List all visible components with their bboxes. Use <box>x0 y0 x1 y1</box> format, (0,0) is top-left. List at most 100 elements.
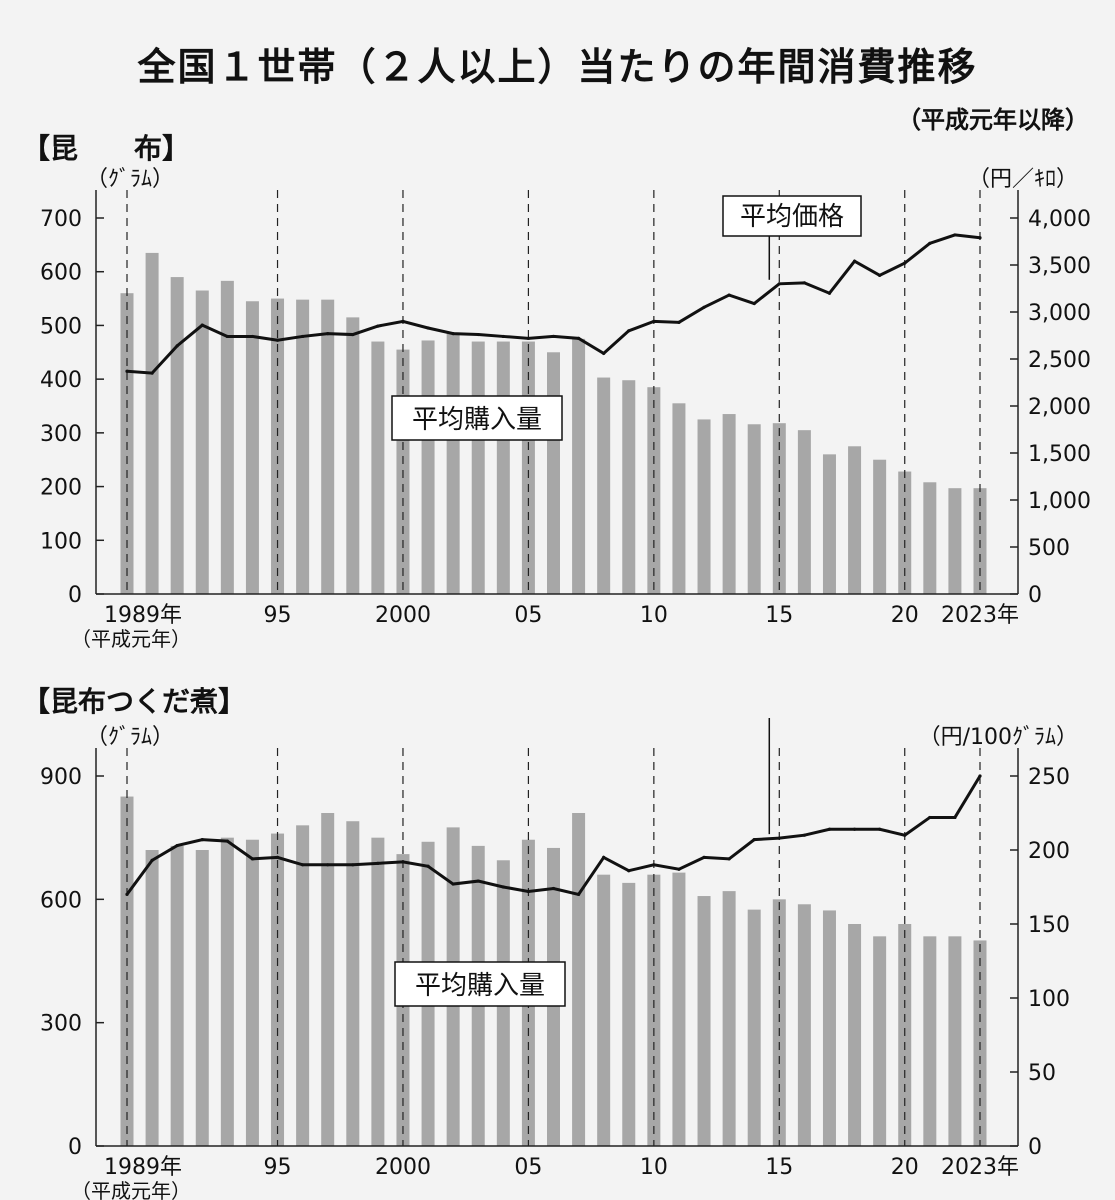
konbu-price-point <box>175 344 179 348</box>
konbu-volume-bar <box>822 454 836 594</box>
tsukudani-price-point <box>501 885 505 889</box>
tsukudani-price-point <box>928 815 932 820</box>
konbu-price-point <box>652 319 656 323</box>
konbu-price-label-box: 平均価格 <box>722 195 862 237</box>
konbu-x-tick-sublabel: （平成元年） <box>71 627 191 651</box>
konbu-price-point <box>953 233 957 237</box>
tsukudani-x-tick-label: 2023年 <box>941 1155 1019 1180</box>
konbu-volume-bar <box>797 430 811 594</box>
konbu-chart-heading: 【昆 布】 <box>22 132 191 165</box>
konbu-price-point <box>928 241 932 245</box>
konbu-x-tick-label: 15 <box>765 603 793 628</box>
konbu-right-tick-label: 4,000 <box>1028 207 1091 232</box>
tsukudani-price-point <box>953 815 957 820</box>
tsukudani-volume-bar <box>797 904 811 1146</box>
konbu-price-point <box>526 336 531 340</box>
konbu-left-tick-label: 400 <box>40 368 82 393</box>
konbu-price-point <box>752 301 756 306</box>
konbu-price-point <box>200 323 204 327</box>
konbu-price-label-frame <box>722 195 862 237</box>
tsukudani-right-unit: （円/100ｸﾞﾗﾑ） <box>919 725 1078 750</box>
konbu-chart: 0 100 200 300 400 500 600 700 0 500 1,000 1,500 2,00… <box>0 160 1115 660</box>
konbu-volume-bar <box>722 414 736 594</box>
tsukudani-price-point <box>827 827 832 831</box>
konbu-price-point <box>878 273 882 277</box>
konbu-volume-bar <box>697 419 711 594</box>
tsukudani-price-point <box>627 869 631 873</box>
tsukudani-right-tick-label: 150 <box>1028 913 1070 938</box>
konbu-price-point <box>250 334 255 339</box>
tsukudani-price-point <box>125 892 129 896</box>
tsukudani-chart-heading: 【昆布つくだ煮】 <box>22 685 247 718</box>
tsukudani-price-point <box>526 889 531 894</box>
tsukudani-volume-bar <box>873 936 887 1146</box>
konbu-volume-bar <box>873 459 887 594</box>
tsukudani-volume-bar <box>296 825 310 1146</box>
konbu-price-point <box>627 329 631 333</box>
tsukudani-volume-bar <box>822 910 836 1146</box>
konbu-right-tick-label: 3,500 <box>1028 254 1091 279</box>
konbu-price-point <box>351 332 355 337</box>
tsukudani-price-point <box>150 858 154 862</box>
konbu-price-point <box>727 293 731 297</box>
tsukudani-price-point <box>175 843 179 848</box>
konbu-price-point <box>903 261 907 265</box>
tsukudani-volume-bar <box>572 813 586 1146</box>
konbu-volume-bar <box>471 341 485 594</box>
konbu-x-tick-label: 2000 <box>375 603 431 628</box>
tsukudani-price-point <box>702 855 706 859</box>
tsukudani-price-point <box>551 886 556 891</box>
konbu-price-point <box>275 338 280 342</box>
tsukudani-right-tick-label: 200 <box>1028 839 1070 864</box>
konbu-price-point <box>576 336 581 340</box>
tsukudani-x-tick-label: 95 <box>264 1155 292 1180</box>
tsukudani-volume-bar <box>245 839 259 1146</box>
konbu-volume-bar <box>496 341 510 594</box>
konbu-volume-bar <box>245 301 259 594</box>
konbu-price-label: 平均価格 <box>740 202 844 232</box>
konbu-volume-bar <box>622 380 636 594</box>
konbu-volume-bar <box>296 299 310 594</box>
tsukudani-x-tick-label: 20 <box>891 1155 919 1180</box>
tsukudani-price-point <box>351 863 355 867</box>
konbu-volume-label: 平均購入量 <box>412 405 542 435</box>
konbu-x-tick-label: 95 <box>264 603 292 628</box>
tsukudani-price-point <box>401 860 405 864</box>
tsukudani-price-point <box>602 855 606 859</box>
konbu-volume-bar <box>672 403 686 594</box>
konbu-price-point <box>376 324 380 328</box>
konbu-volume-bar <box>170 277 184 594</box>
konbu-price-point <box>125 369 129 373</box>
tsukudani-volume-bar <box>747 909 761 1146</box>
konbu-price-point <box>476 332 480 337</box>
tsukudani-price-point <box>476 879 480 883</box>
tsukudani-volume-bar <box>697 896 711 1146</box>
tsukudani-volume-bar <box>371 837 385 1146</box>
tsukudani-volume-bar <box>848 924 862 1146</box>
konbu-chart-svg: 0 100 200 300 400 500 600 700 0 500 1,000 1,500 2,00… <box>40 167 1091 651</box>
konbu-right-tick-label: 3,000 <box>1028 301 1091 326</box>
tsukudani-volume-bar <box>145 850 159 1146</box>
konbu-price-point <box>451 332 455 336</box>
tsukudani-right-tick-label: 0 <box>1028 1135 1042 1160</box>
tsukudani-volume-bar <box>622 882 636 1146</box>
tsukudani-price-point <box>301 863 305 867</box>
konbu-right-tick-label: 2,500 <box>1028 348 1091 373</box>
tsukudani-left-tick-label: 900 <box>40 765 82 790</box>
konbu-price-point <box>602 351 606 355</box>
konbu-left-unit: （ｸﾞﾗﾑ） <box>86 167 174 192</box>
konbu-volume-bar <box>195 290 209 594</box>
konbu-price-point <box>827 291 832 295</box>
tsukudani-x-tick-label: 2000 <box>375 1155 431 1180</box>
tsukudani-price-point <box>326 863 330 867</box>
konbu-left-tick-label: 600 <box>40 261 82 286</box>
tsukudani-price-point <box>426 864 430 868</box>
konbu-price-point <box>677 320 681 324</box>
tsukudani-volume-bar <box>170 845 184 1146</box>
konbu-x-tick-label: 05 <box>514 603 542 628</box>
tsukudani-right-tick-label: 100 <box>1028 987 1070 1012</box>
tsukudani-price-point <box>451 882 455 886</box>
tsukudani-price-point <box>652 863 656 867</box>
konbu-left-tick-label: 0 <box>68 583 82 608</box>
